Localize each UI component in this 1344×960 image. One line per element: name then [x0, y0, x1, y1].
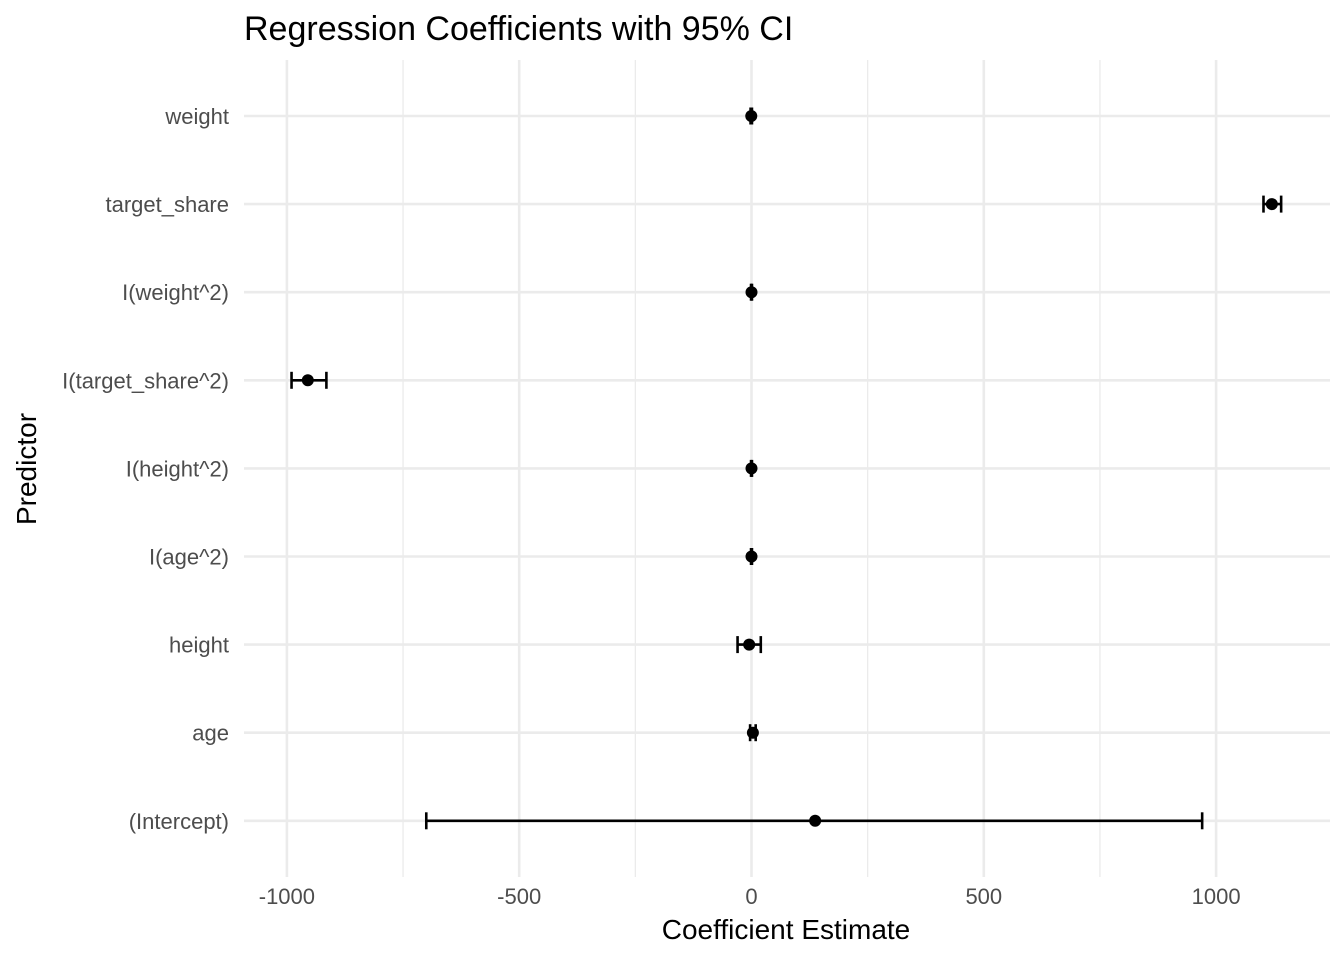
- coefficient-age: [746, 724, 759, 742]
- y-axis-tick-labels: weight target_share I(weight^2) I(target_sh…: [62, 104, 229, 834]
- y-tick-label: height: [169, 633, 229, 658]
- y-tick-label: I(height^2): [126, 456, 229, 481]
- x-tick-label: -1000: [259, 884, 315, 909]
- y-tick-label: I(target_share^2): [62, 368, 229, 393]
- y-tick-label: age: [192, 721, 229, 746]
- y-axis-title: Predictor: [11, 413, 42, 525]
- x-tick-label: -500: [497, 884, 541, 909]
- coefficient-i-target-share-2-: [290, 371, 328, 389]
- x-axis-tick-labels: -1000 -500 0 500 1000: [259, 884, 1241, 909]
- y-tick-label: (Intercept): [129, 809, 229, 834]
- y-tick-label: I(age^2): [149, 545, 229, 570]
- y-tick-label: target_share: [105, 192, 229, 217]
- estimate-point: [1265, 198, 1278, 211]
- coefficient-i-height-2-: [745, 459, 758, 477]
- x-tick-label: 0: [745, 884, 757, 909]
- estimate-point: [745, 462, 758, 475]
- x-tick-label: 1000: [1192, 884, 1241, 909]
- coefficient-marks: [290, 107, 1283, 830]
- estimate-point: [745, 550, 758, 563]
- coefficient-target-share: [1262, 195, 1283, 213]
- coefficient--intercept-: [424, 812, 1204, 830]
- y-tick-label: weight: [164, 104, 229, 129]
- estimate-point: [746, 726, 759, 739]
- coefficient-i-weight-2-: [745, 283, 758, 301]
- x-axis-title: Coefficient Estimate: [662, 914, 911, 945]
- coefficient-weight: [745, 107, 758, 125]
- estimate-point: [745, 110, 758, 122]
- estimate-point: [809, 814, 822, 827]
- coefficient-height: [736, 636, 763, 654]
- estimate-point: [301, 374, 314, 387]
- coefficient-i-age-2-: [745, 548, 758, 565]
- chart-title: Regression Coefficients with 95% CI: [244, 10, 793, 48]
- estimate-point: [745, 286, 758, 299]
- estimate-point: [743, 638, 756, 651]
- y-tick-label: I(weight^2): [122, 280, 229, 305]
- x-tick-label: 500: [965, 884, 1002, 909]
- grid: [244, 60, 1330, 877]
